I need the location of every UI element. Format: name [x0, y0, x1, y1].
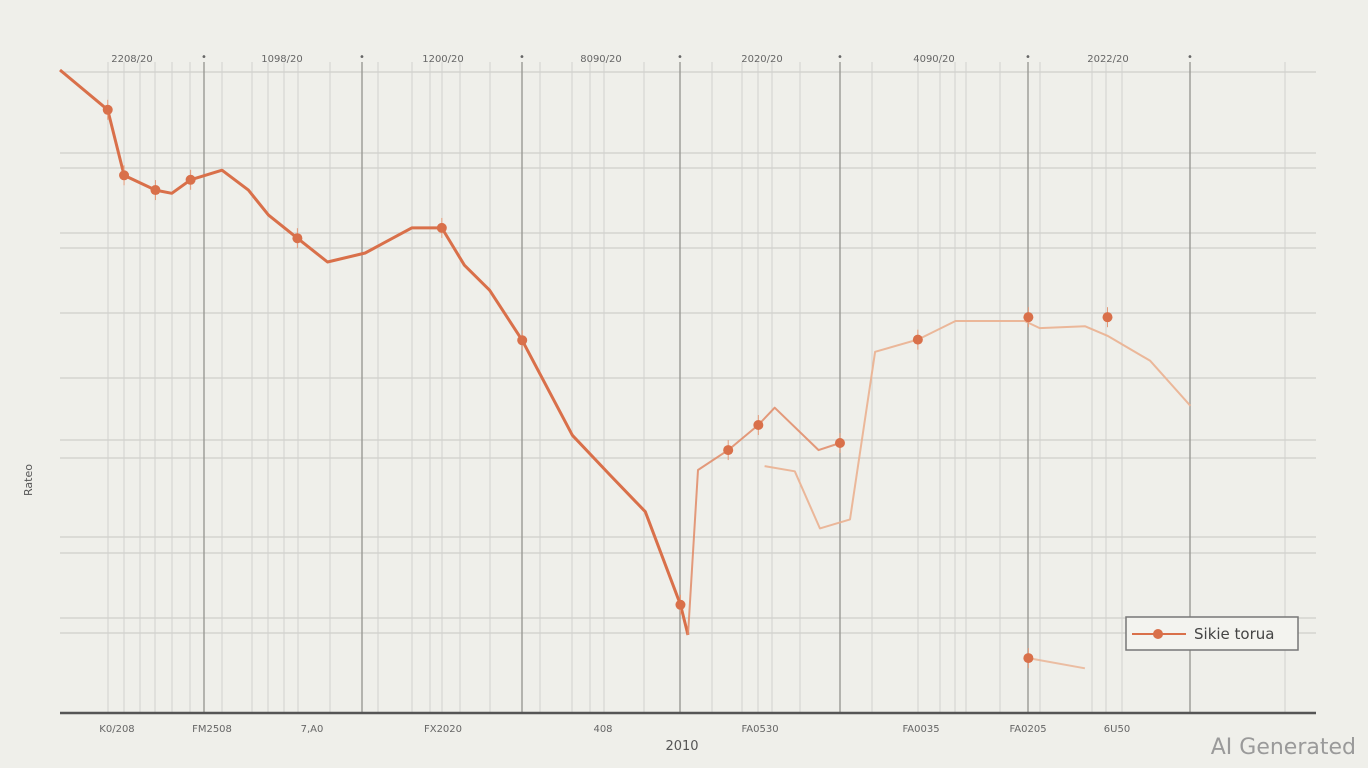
bottom-tick-label: FM2508 [192, 724, 232, 735]
bottom-tick-label: 6U50 [1104, 724, 1130, 735]
top-tick-label: 2022/20 [1087, 54, 1129, 65]
data-point [723, 445, 734, 456]
top-tick-label: 2020/20 [741, 54, 783, 65]
top-tick-mark: • [1187, 52, 1193, 63]
bottom-tick-label: FA0530 [741, 724, 778, 735]
top-tick-label: 4090/20 [913, 54, 955, 65]
data-point [1023, 653, 1034, 664]
data-point [292, 233, 303, 244]
top-tick-label: 1098/20 [261, 54, 303, 65]
data-point [1102, 312, 1113, 323]
series-group [59, 68, 1192, 670]
top-tick-mark: • [1025, 52, 1031, 63]
data-point [150, 185, 161, 196]
top-tick-mark: • [201, 52, 207, 63]
markers-group [102, 99, 1113, 669]
legend-label: Sikie torua [1194, 625, 1274, 643]
top-tick-mark: • [837, 52, 843, 63]
x-axis-label: 2010 [665, 739, 698, 754]
bottom-tick-label: 7,A0 [301, 724, 324, 735]
top-tick-label: 2208/20 [111, 54, 153, 65]
data-point [912, 334, 923, 345]
top-tick-label: 1200/20 [422, 54, 464, 65]
top-tick-labels: 2208/20 1098/20 1200/20 8090/20 2020/20 4090/… [111, 52, 1193, 65]
data-point [517, 335, 528, 346]
bottom-tick-label: FA0035 [902, 724, 939, 735]
data-point [102, 104, 113, 115]
bottom-tick-label: FA0205 [1009, 724, 1046, 735]
series-line [59, 68, 690, 636]
top-tick-mark: • [359, 52, 365, 63]
legend: Sikie torua [1125, 616, 1299, 651]
ai-generated-watermark: AI Generated [1210, 735, 1356, 760]
legend-marker [1153, 629, 1163, 639]
top-tick-label: 8090/20 [580, 54, 622, 65]
bottom-tick-label: 408 [593, 724, 612, 735]
bottom-tick-label: K0/208 [99, 724, 134, 735]
series-line [1028, 657, 1086, 670]
data-point [185, 174, 196, 185]
top-tick-mark: • [519, 52, 525, 63]
bottom-tick-labels: K0/208 FM2508 7,A0 FX2020 408 FA0530 FA0035 FA0… [99, 724, 1130, 735]
top-tick-mark: • [677, 52, 683, 63]
data-point [119, 170, 130, 181]
data-point [753, 420, 764, 431]
y-axis-label: Rateo [22, 464, 35, 496]
series-line [764, 320, 1192, 530]
bottom-tick-label: FX2020 [424, 724, 462, 735]
grid [60, 62, 1316, 712]
data-point [834, 438, 845, 449]
data-point [675, 599, 686, 610]
data-point [436, 222, 447, 233]
data-point [1023, 312, 1034, 323]
